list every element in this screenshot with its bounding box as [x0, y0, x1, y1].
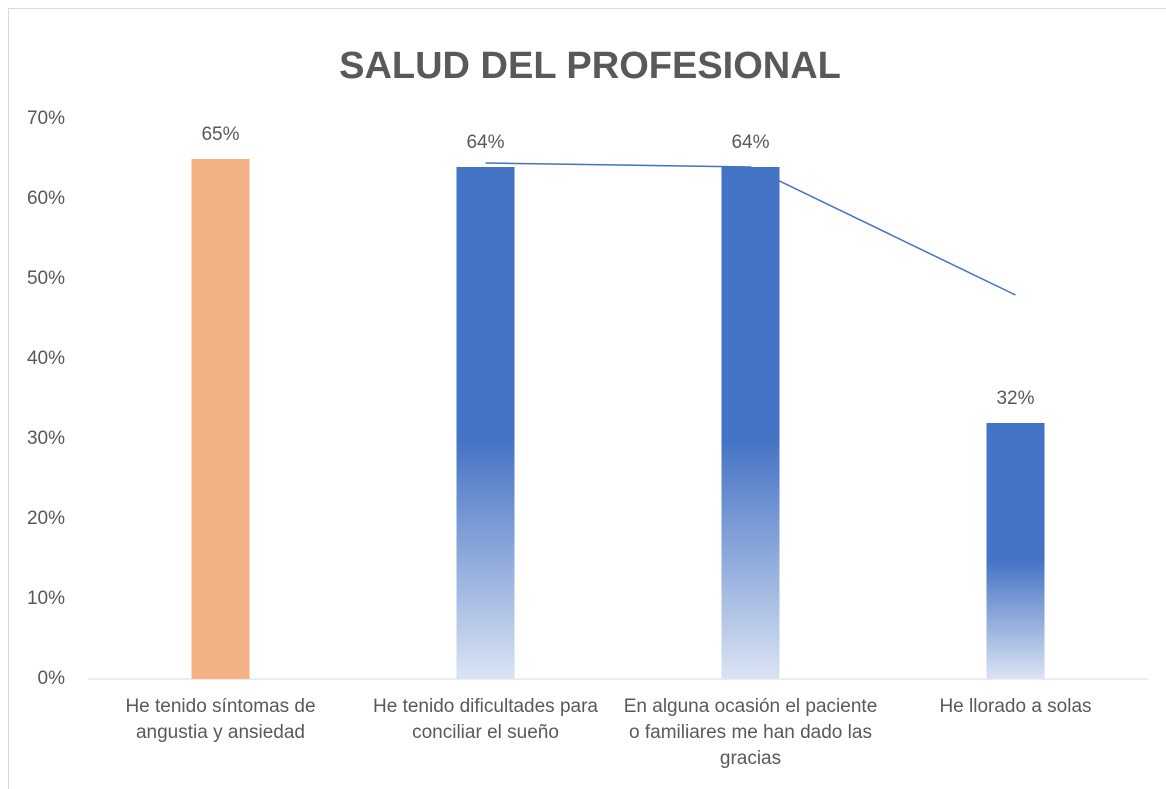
trendline — [485, 162, 1016, 296]
bar — [191, 159, 250, 679]
y-tick-label: 60% — [27, 188, 65, 209]
y-tick-label: 70% — [27, 108, 65, 129]
bar — [986, 423, 1045, 679]
data-label: 64% — [466, 132, 504, 153]
y-tick-label: 30% — [27, 428, 65, 449]
chart-border — [8, 8, 1166, 789]
data-label: 32% — [996, 388, 1034, 409]
data-label: 65% — [201, 124, 239, 145]
bar — [456, 167, 515, 679]
bar — [721, 167, 780, 679]
y-tick-label: 10% — [27, 588, 65, 609]
y-tick-label: 20% — [27, 508, 65, 529]
y-tick-label: 50% — [27, 268, 65, 289]
x-tick-label: He tenido dificultades para conciliar el… — [373, 696, 598, 743]
y-tick-label: 40% — [27, 348, 65, 369]
data-label: 64% — [731, 132, 769, 153]
x-tick-label: En alguna ocasión el paciente o familiar… — [623, 696, 878, 769]
y-tick-label: 0% — [38, 668, 66, 689]
chart-title: SALUD DEL PROFESIONAL — [339, 45, 841, 87]
x-tick-label: He tenido síntomas de angustia y ansieda… — [125, 696, 316, 743]
x-tick-label: He llorado a solas — [939, 696, 1092, 717]
